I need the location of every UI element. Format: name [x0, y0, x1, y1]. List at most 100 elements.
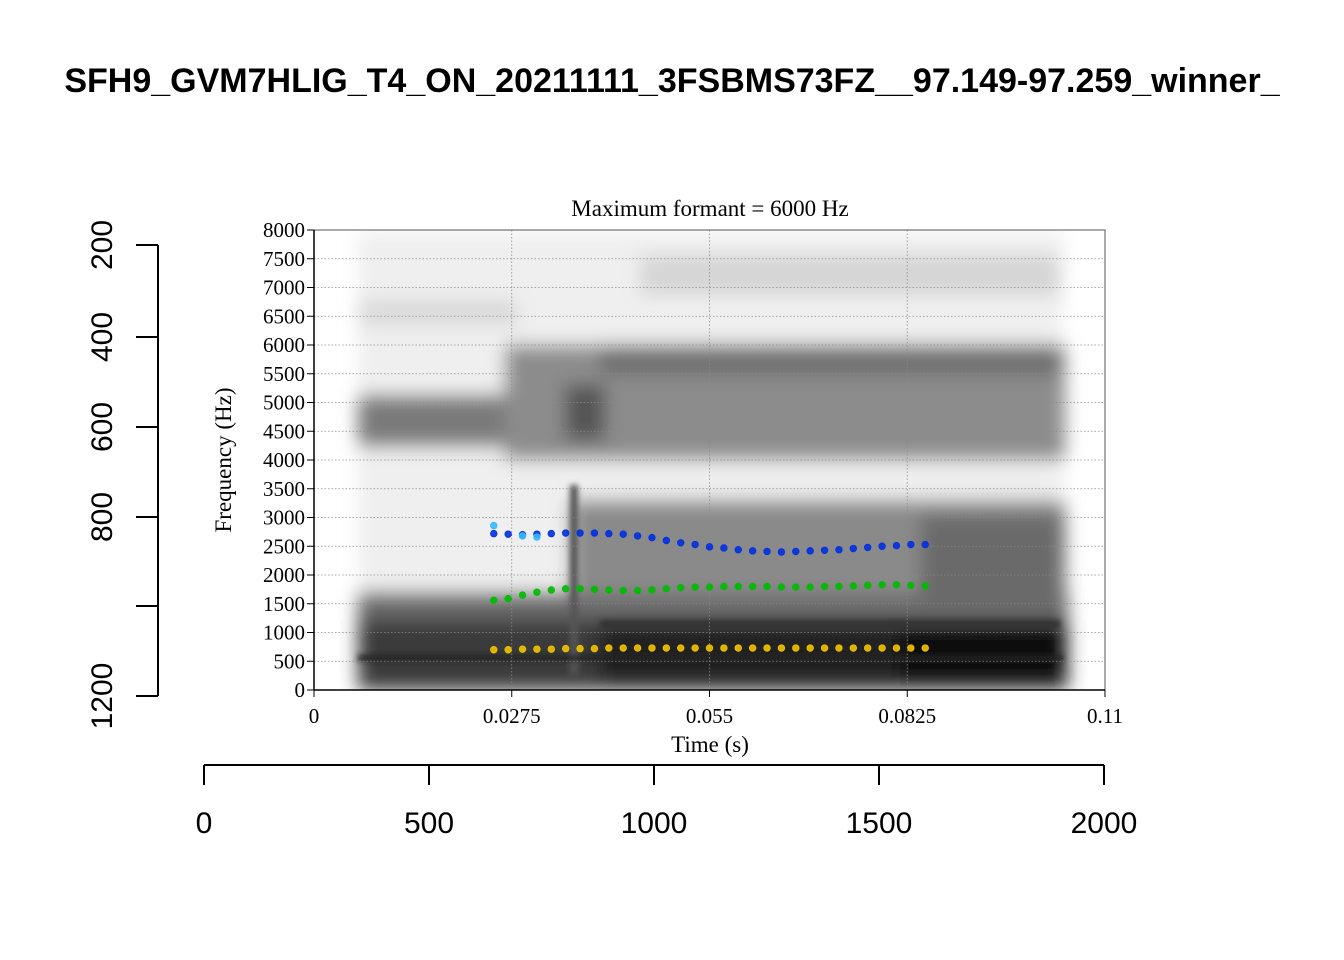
formant-point: [619, 530, 627, 538]
formant-point: [504, 530, 512, 538]
formant-point: [878, 644, 886, 652]
formant-point: [633, 644, 642, 652]
formant-point: [748, 644, 757, 652]
y-axis-label: Frequency (Hz): [211, 388, 236, 533]
formant-point: [835, 546, 843, 554]
formant-point: [777, 583, 786, 591]
formant-point: [590, 644, 599, 653]
formant-point: [633, 532, 642, 540]
y-tick-label: 3500: [263, 477, 305, 501]
formant-point: [576, 585, 584, 593]
formant-point: [835, 582, 843, 591]
formant-point: [490, 529, 498, 538]
formant-point: [590, 585, 599, 594]
x-tick-label: 0.11: [1087, 704, 1123, 728]
formant-point: [734, 644, 742, 652]
formant-point: [820, 644, 829, 652]
formant-point: [705, 644, 714, 652]
formant-point: [662, 536, 671, 545]
outer-left-tick-label: 1200: [86, 663, 119, 730]
formant-point: [691, 644, 699, 652]
formant-point: [561, 644, 570, 653]
outer-bottom-tick-label: 2000: [1071, 807, 1138, 840]
formant-point: [921, 540, 929, 549]
formant-point: [619, 586, 627, 595]
formant-tracks: [490, 521, 929, 654]
formant-point: [605, 586, 613, 594]
formant-point: [921, 582, 929, 590]
formant-point: [878, 542, 886, 550]
formant-point: [619, 644, 627, 652]
formant-point: [533, 588, 541, 596]
formant-point: [677, 644, 685, 652]
plot-axes: 0 500 1000 1500 2000 2500 3000 3500 4000 4500 5000…: [263, 218, 1123, 728]
formant-point: [763, 582, 771, 591]
y-tick-label: 8000: [263, 218, 305, 242]
formant-point: [691, 540, 699, 549]
formant-point: [576, 529, 584, 537]
formant-point: [533, 645, 541, 653]
formant-point: [849, 644, 858, 652]
formant-point: [576, 644, 584, 653]
outer-left-tick-label: 800: [86, 492, 119, 542]
formant-point: [504, 646, 512, 654]
y-tick-label: 7000: [263, 276, 305, 300]
y-tick-label: 3000: [263, 506, 305, 530]
formant-point: [777, 548, 786, 556]
formant-point: [849, 544, 858, 553]
formant-point: [547, 645, 555, 653]
formant-point: [561, 529, 570, 537]
x-tick-label: 0: [309, 704, 320, 728]
formant-point: [648, 644, 656, 652]
formant-point: [561, 585, 570, 593]
formant-point: [518, 645, 527, 653]
formant-point: [892, 541, 901, 550]
y-tick-label: 7500: [263, 247, 305, 271]
formant-point: [662, 585, 671, 593]
formant-point: [748, 582, 757, 591]
outer-bottom-tick-label: 500: [404, 807, 454, 840]
outer-bottom-tick-label: 0: [196, 807, 213, 840]
formant-point: [691, 583, 699, 591]
formant-point: [490, 596, 498, 604]
formant-point: [547, 529, 555, 538]
formant-point: [490, 646, 498, 654]
y-tick-label: 0: [295, 678, 306, 702]
outer-left-tick-label: 600: [86, 402, 119, 452]
formant-point: [490, 521, 498, 530]
formant-point: [792, 644, 800, 652]
formant-point: [662, 644, 671, 652]
formant-point: [864, 543, 872, 552]
y-tick-label: 500: [274, 649, 306, 673]
formant-point: [720, 644, 728, 652]
formant-point: [763, 547, 771, 556]
y-tick-label: 1000: [263, 621, 305, 645]
formant-point: [518, 532, 527, 540]
x-axis-label: Time (s): [671, 732, 749, 757]
formant-point: [907, 540, 915, 549]
formant-point: [705, 543, 714, 551]
x-tick-label: 0.055: [686, 704, 733, 728]
formant-point: [633, 586, 642, 595]
x-tick-label: 0.0275: [483, 704, 541, 728]
formant-point: [907, 644, 915, 652]
formant-point: [820, 546, 829, 554]
formant-point: [648, 586, 656, 594]
formant-point: [864, 644, 872, 652]
grid-lines: [314, 230, 1105, 690]
formant-point: [921, 644, 929, 652]
formant-point: [533, 533, 541, 541]
formant-point: [806, 583, 814, 591]
formant-point: [864, 581, 872, 590]
outer-bottom-tick-label: 1000: [621, 807, 688, 840]
y-tick-label: 4000: [263, 448, 305, 472]
formant-point: [792, 583, 800, 591]
y-tick-label: 5500: [263, 362, 305, 386]
y-tick-label: 4500: [263, 419, 305, 443]
chart-title: Maximum formant = 6000 Hz: [571, 196, 848, 221]
formant-point: [677, 583, 685, 592]
formant-point: [849, 582, 858, 590]
formant-point: [720, 582, 728, 591]
formant-point: [547, 586, 555, 594]
formant-point: [835, 644, 843, 652]
